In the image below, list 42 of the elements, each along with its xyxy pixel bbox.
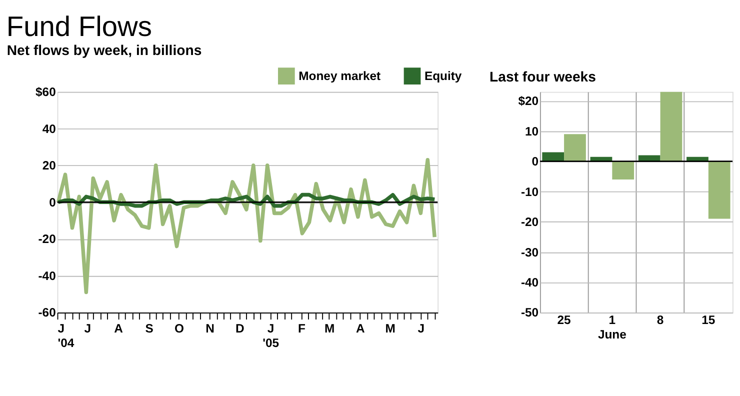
x-tick-label: D <box>236 322 245 336</box>
bar <box>708 161 730 219</box>
y-tick-label: -10 <box>520 184 539 199</box>
y-tick-label: 10 <box>525 124 539 138</box>
y-tick-label: 0 <box>532 154 539 169</box>
legend-label: Equity <box>424 68 462 83</box>
chart-title: Fund Flows <box>6 10 152 42</box>
y-tick-label: -40 <box>520 276 539 290</box>
x-tick-label: A <box>114 322 124 336</box>
bar <box>660 92 682 162</box>
x-tick-label: J <box>418 322 425 336</box>
bar <box>564 134 586 162</box>
y-tick-label: -20 <box>520 215 539 230</box>
x-tick-label: M <box>385 322 396 336</box>
x-tick-label: N <box>206 322 214 336</box>
x-tick-label: J <box>84 322 92 336</box>
x-tick-label: 8 <box>656 313 664 328</box>
y-tick-label: $20 <box>518 94 539 108</box>
line-series <box>56 158 437 294</box>
chart-subtitle: Net flows by week, in billions <box>6 42 202 58</box>
y-tick-label: 0 <box>49 195 56 210</box>
x-tick-label: M <box>324 322 335 336</box>
y-tick-label: 40 <box>42 122 56 136</box>
x-tick-label: J '05 <box>262 322 280 350</box>
y-tick-label: 20 <box>42 158 56 173</box>
x-tick-label: J '04 <box>58 322 74 350</box>
legend-label: Money market <box>298 68 381 83</box>
x-tick-label: A <box>356 322 366 336</box>
bar <box>612 161 634 180</box>
y-tick-label: -40 <box>38 268 56 283</box>
x-tick-label: O <box>174 322 184 336</box>
y-tick-label: -60 <box>38 306 56 320</box>
y-tick-label: -50 <box>520 306 539 320</box>
x-tick-label: 1 June <box>598 313 627 342</box>
x-tick-label: 25 <box>557 313 572 328</box>
y-tick-label: $60 <box>36 85 56 100</box>
chart-title: Last four weeks <box>490 68 596 84</box>
x-tick-label: S <box>145 322 154 336</box>
y-tick-label: -20 <box>38 232 56 246</box>
y-tick-label: -30 <box>520 245 539 260</box>
x-tick-label: F <box>298 322 306 336</box>
x-tick-label: 15 <box>702 313 716 328</box>
